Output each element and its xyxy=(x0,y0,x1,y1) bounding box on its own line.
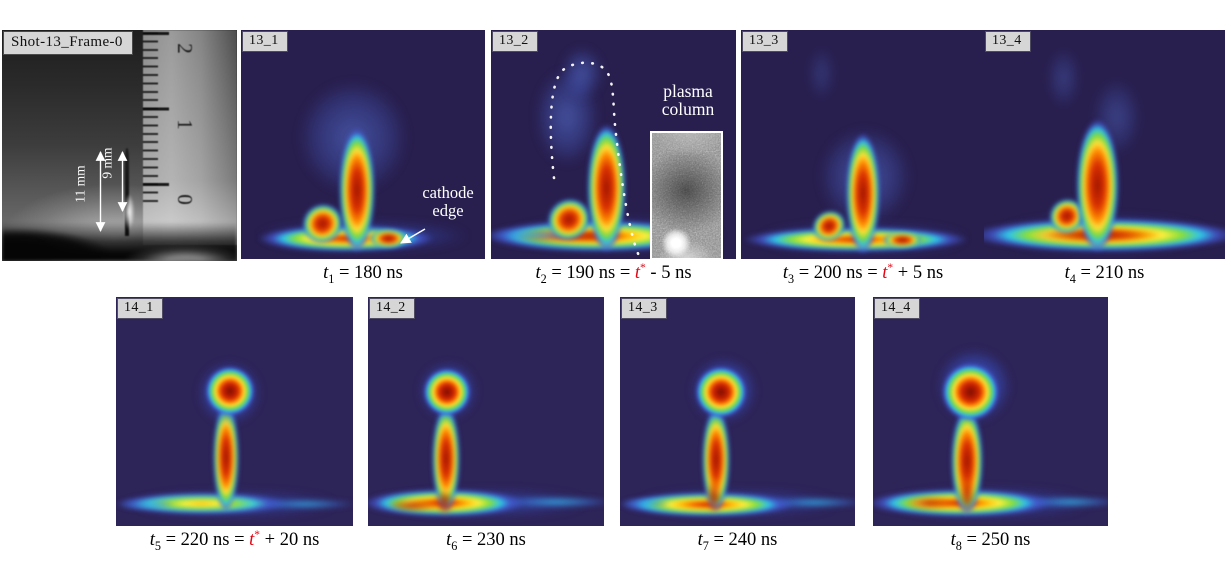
plasma-column-dotted-outline xyxy=(549,61,642,259)
frame-label: 14_1 xyxy=(118,299,162,319)
plasma-base-hotspot xyxy=(382,498,444,513)
plasma-base-hotspot xyxy=(901,496,958,510)
frame-panel-14-2: 14_2 xyxy=(368,297,604,526)
frame-panel-14-4: 14_4 xyxy=(873,297,1108,526)
frame-caption-13-3: t3 = 200 ns = t* + 5 ns xyxy=(782,262,944,286)
plasma-base-tail xyxy=(116,499,183,509)
time-variable: t xyxy=(782,263,788,284)
frame-panel-13-3: 13_3 xyxy=(741,30,985,259)
plasma-stem-hotspot xyxy=(434,487,456,517)
cathode-edge-arrow xyxy=(400,228,426,244)
annotation-line: edge xyxy=(432,200,464,220)
plasma-column xyxy=(1075,119,1119,253)
frame-label: 13_4 xyxy=(986,32,1030,52)
annotation-line: cathode xyxy=(422,183,474,202)
plasma-column-annotation: plasma column xyxy=(638,82,738,119)
frame-label: 13_2 xyxy=(493,32,537,52)
frame-panel-14-1: 14_1 xyxy=(116,297,353,526)
plasma-column xyxy=(586,123,626,253)
dimension-arrows xyxy=(95,151,128,232)
frame-caption-14-4: t8 = 250 ns xyxy=(950,530,1031,553)
frame-label: 14_2 xyxy=(370,299,414,319)
plasma-base-tail xyxy=(756,497,855,508)
plasma-base-spot xyxy=(882,231,922,248)
frame-panel-13-2: 13_2 xyxy=(491,30,736,259)
plasma-head xyxy=(938,363,1003,421)
plasma-base-tail xyxy=(490,496,604,508)
plasma-base-tail xyxy=(1014,496,1108,508)
frame-caption-13-4: t4 = 210 ns xyxy=(1064,263,1145,286)
plasma-cathode-spot xyxy=(370,229,407,248)
photo-label: Shot-13_Frame-0 xyxy=(4,32,132,55)
reference-photo-panel: 2 1 0 11 mm 9 mm Shot-13_Frame-0 xyxy=(2,30,237,261)
annotation-line: plasma xyxy=(663,81,713,101)
plasma-base-tail xyxy=(491,229,580,241)
time-variable: t xyxy=(950,530,956,551)
plasma-base-tail xyxy=(246,498,353,509)
ruler: 2 1 0 xyxy=(143,30,237,245)
plasma-head xyxy=(203,365,256,417)
frame-label: 13_1 xyxy=(243,32,287,52)
plasma-column xyxy=(845,133,881,255)
plasma-haze xyxy=(554,39,609,108)
frame-caption-14-1: t5 = 220 ns = t* + 20 ns xyxy=(149,529,320,553)
plasma-column xyxy=(338,128,376,253)
frame-label: 13_3 xyxy=(743,32,787,52)
cathode-edge-annotation: cathode edge xyxy=(409,184,485,220)
plasma-haze xyxy=(804,39,839,108)
frame-caption-13-2: t2 = 190 ns = t* - 5 ns xyxy=(535,262,692,286)
frame-panel-13-1: cathode edge 13_1 xyxy=(241,30,485,259)
grayscale-inset-image xyxy=(650,131,723,260)
frame-label: 14_4 xyxy=(875,299,919,319)
dimension-label-9mm: 9 mm xyxy=(99,147,115,179)
time-variable: t xyxy=(697,530,703,551)
time-variable: t xyxy=(149,530,155,551)
frame-caption-13-1: t1 = 180 ns xyxy=(323,263,403,286)
time-variable: t xyxy=(323,263,329,284)
time-variable: t xyxy=(535,263,541,284)
plasma-base-tail xyxy=(620,498,677,508)
frame-label: 14_3 xyxy=(622,299,666,319)
foreground-silhouette xyxy=(2,221,237,261)
plasma-stem-hotspot xyxy=(957,471,977,517)
plasma-head xyxy=(422,367,472,417)
frame-caption-14-3: t7 = 240 ns xyxy=(697,530,778,553)
annotation-line: column xyxy=(661,99,715,120)
time-variable: t xyxy=(446,530,452,551)
plasma-head xyxy=(692,365,750,419)
frame-panel-14-3: 14_3 xyxy=(620,297,855,526)
plasma-stem-hotspot xyxy=(704,475,724,517)
dimension-label-11mm: 11 mm xyxy=(72,165,88,203)
inset-shading xyxy=(652,133,721,258)
plasma-haze xyxy=(1041,39,1086,118)
time-variable: t xyxy=(1064,263,1070,284)
frame-panel-13-4: 13_4 xyxy=(984,30,1225,259)
ruler-major-ticks xyxy=(143,32,169,209)
frame-caption-14-2: t6 = 230 ns xyxy=(446,530,526,553)
